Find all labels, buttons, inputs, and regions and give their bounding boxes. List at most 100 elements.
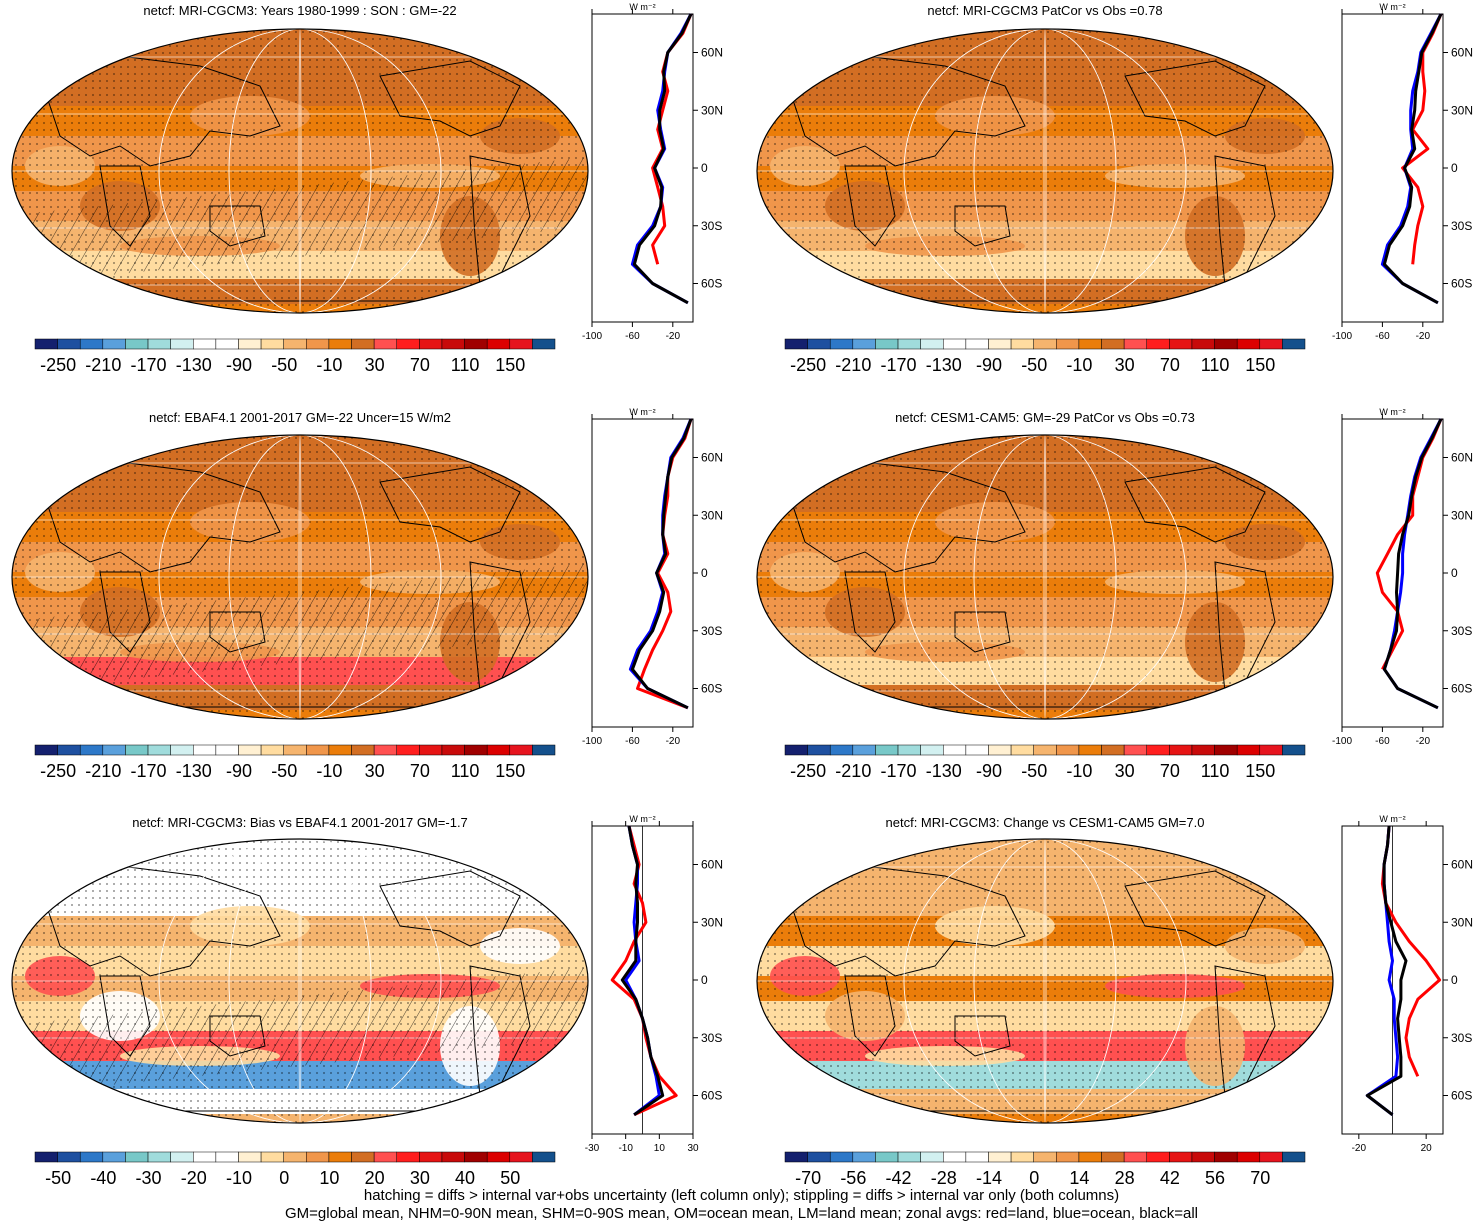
colorbar-swatch xyxy=(464,744,488,756)
colorbar-swatch xyxy=(897,338,921,350)
colorbar-swatch xyxy=(373,338,397,350)
colorbar-swatch xyxy=(965,1151,989,1163)
lat-label: 0 xyxy=(1451,973,1458,987)
zonal-units: W m⁻² xyxy=(629,814,655,824)
colorbar-swatch xyxy=(193,744,217,756)
x-tick-label: -60 xyxy=(1375,331,1390,342)
colorbar-tick-label: 150 xyxy=(1245,761,1275,781)
colorbar-swatch xyxy=(57,744,81,756)
map-border xyxy=(756,434,1334,720)
colorbar-swatch xyxy=(807,744,831,756)
colorbar-tick-label: -40 xyxy=(90,1168,116,1188)
colorbar-swatch xyxy=(1146,338,1170,350)
colorbar-tick-label: -50 xyxy=(271,355,297,375)
lat-label: 60S xyxy=(1451,682,1472,696)
x-tick-label: 30 xyxy=(687,1143,699,1154)
panel-title: netcf: CESM1-CAM5: GM=-29 PatCor vs Obs … xyxy=(895,410,1195,425)
colorbar-tick-label: 10 xyxy=(319,1168,339,1188)
colorbar-tick-label: 110 xyxy=(1201,355,1230,375)
panel-title: netcf: EBAF4.1 2001-2017 GM=-22 Uncer=15… xyxy=(148,410,452,425)
colorbar-swatch xyxy=(238,1151,262,1163)
lat-label: 30N xyxy=(701,915,723,929)
colorbar-tick-label: 150 xyxy=(495,355,525,375)
colorbar-tick-label: -10 xyxy=(316,761,342,781)
colorbar-tick-label: -130 xyxy=(176,355,212,375)
colorbar-tick-label: -70 xyxy=(795,1168,821,1188)
colorbar-swatch xyxy=(920,744,944,756)
x-tick-label: -100 xyxy=(1332,331,1352,342)
colorbar-tick-label: -10 xyxy=(1066,355,1092,375)
map xyxy=(11,434,589,720)
panel-title: netcf: MRI-CGCM3: Years 1980-1999 : SON … xyxy=(143,3,457,18)
colorbar-swatch xyxy=(1101,338,1125,350)
zonal-mean-plot: W m⁻² -20 20 60N 30N 0 30S 60S xyxy=(1341,814,1473,1154)
lat-label: 60N xyxy=(701,46,723,60)
colorbar-swatch xyxy=(897,1151,921,1163)
colorbar-tick-label: 110 xyxy=(1201,761,1230,781)
colorbar-swatch xyxy=(328,1151,352,1163)
lat-label: 60N xyxy=(1451,46,1473,60)
colorbar-tick-label: -56 xyxy=(840,1168,866,1188)
colorbar-tick-label: -210 xyxy=(85,761,121,781)
lat-label: 30N xyxy=(1451,508,1473,522)
colorbar-swatch xyxy=(260,744,284,756)
colorbar-swatch xyxy=(147,338,171,350)
panel-title: netcf: MRI-CGCM3: Bias vs EBAF4.1 2001-2… xyxy=(132,815,468,830)
lat-label: 30N xyxy=(701,508,723,522)
lat-label: 0 xyxy=(701,161,708,175)
colorbar-swatch xyxy=(784,338,808,350)
colorbar-tick-label: 20 xyxy=(365,1168,385,1188)
colorbar-swatch xyxy=(852,744,876,756)
colorbar-swatch xyxy=(396,744,420,756)
colorbar-swatch xyxy=(283,744,307,756)
colorbar-swatch xyxy=(1191,1151,1215,1163)
colorbar-swatch xyxy=(1101,1151,1125,1163)
colorbar-swatch xyxy=(34,1151,58,1163)
map-border xyxy=(756,28,1334,314)
colorbar-swatch xyxy=(260,1151,284,1163)
colorbar-swatch xyxy=(807,1151,831,1163)
colorbar: -250 -210 -170 -130 -90 -50 -10 30 70 110 150 xyxy=(34,338,556,375)
lat-label: 30N xyxy=(1451,915,1473,929)
colorbar-tick-label: 70 xyxy=(1160,761,1180,781)
colorbar-tick-label: 70 xyxy=(1250,1168,1270,1188)
lat-label: 0 xyxy=(701,973,708,987)
zonal-units: W m⁻² xyxy=(629,2,655,12)
colorbar-swatch xyxy=(1214,1151,1238,1163)
colorbar-swatch xyxy=(1123,1151,1147,1163)
map xyxy=(756,28,1334,314)
lat-label: 30S xyxy=(701,1031,722,1045)
zonal-units: W m⁻² xyxy=(629,407,655,417)
x-tick-label: -20 xyxy=(1352,1143,1367,1154)
colorbar-tick-label: 14 xyxy=(1069,1168,1089,1188)
colorbar-swatch xyxy=(807,338,831,350)
colorbar-swatch xyxy=(852,1151,876,1163)
colorbar-swatch xyxy=(1259,1151,1283,1163)
lat-label: 60N xyxy=(1451,858,1473,872)
colorbar-tick-label: -90 xyxy=(976,761,1002,781)
colorbar-swatch xyxy=(79,1151,104,1163)
colorbar-swatch xyxy=(1010,744,1034,756)
hatching xyxy=(12,966,588,1096)
colorbar: -250 -210 -170 -130 -90 -50 -10 30 70 110 150 xyxy=(34,744,556,781)
colorbar-swatch xyxy=(1169,1151,1193,1163)
hatching xyxy=(12,562,588,692)
colorbar-swatch xyxy=(943,744,967,756)
colorbar-swatch xyxy=(1033,744,1057,756)
colorbar-tick-label: -10 xyxy=(1066,761,1092,781)
lat-label: 60S xyxy=(701,1089,722,1103)
colorbar-swatch xyxy=(79,338,104,350)
colorbar-swatch xyxy=(943,1151,967,1163)
colorbar-tick-label: -28 xyxy=(931,1168,957,1188)
colorbar-tick-label: -170 xyxy=(881,355,917,375)
colorbar-tick-label: -90 xyxy=(226,761,252,781)
colorbar-swatch xyxy=(1259,338,1283,350)
colorbar-swatch xyxy=(1123,744,1147,756)
x-tick-label: -60 xyxy=(625,331,640,342)
colorbar-swatch xyxy=(1078,1151,1102,1163)
colorbar-swatch xyxy=(464,1151,488,1163)
colorbar-tick-label: -50 xyxy=(45,1168,71,1188)
colorbar-swatch xyxy=(1214,338,1238,350)
colorbar-tick-label: 50 xyxy=(500,1168,520,1188)
colorbar-tick-label: -20 xyxy=(181,1168,207,1188)
